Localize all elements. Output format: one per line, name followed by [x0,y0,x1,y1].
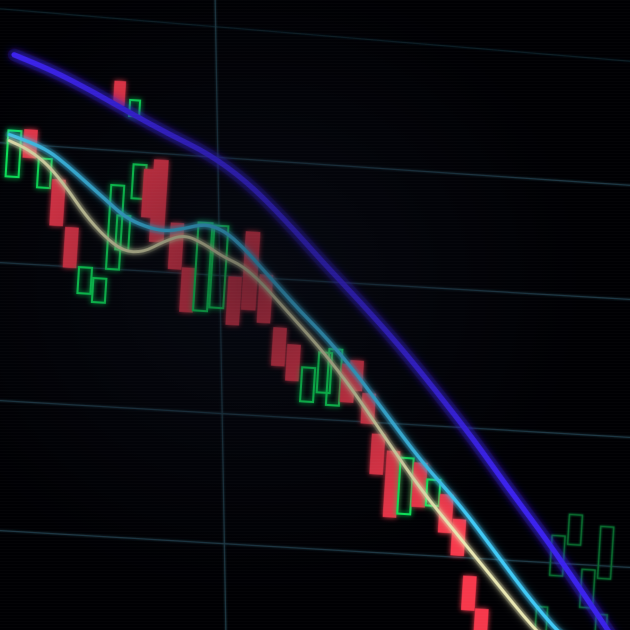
ma-mid-line [7,132,584,630]
ma-mid-line-halo [5,130,587,630]
ma-group [5,48,619,630]
